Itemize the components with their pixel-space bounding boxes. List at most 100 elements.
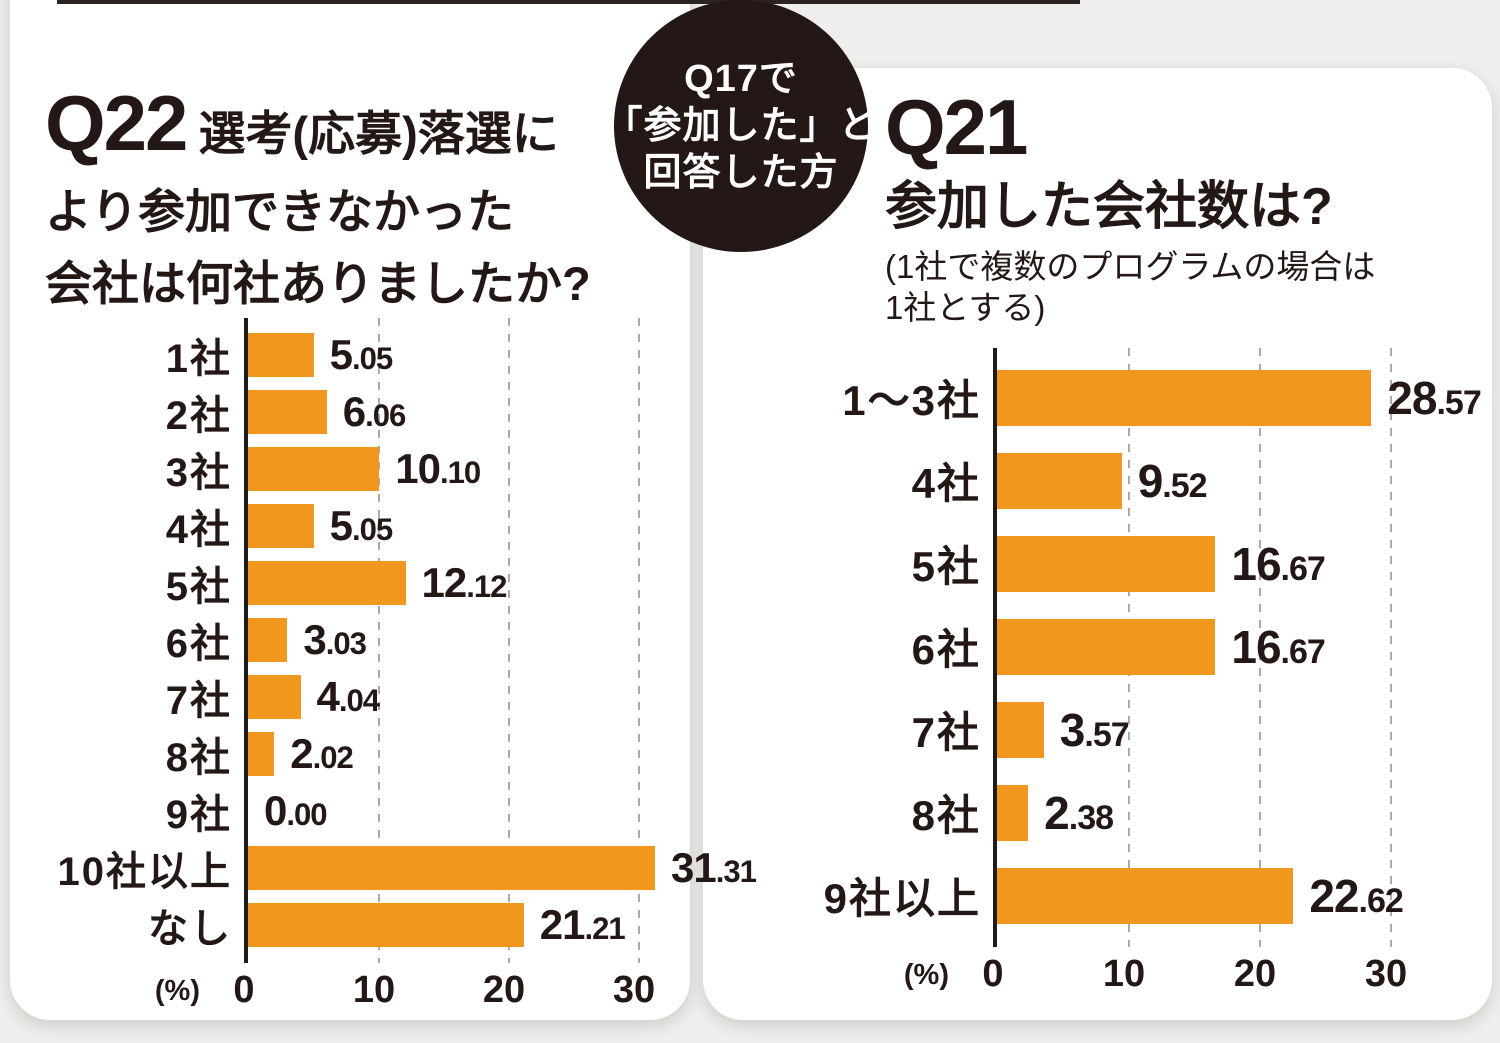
- q21-title-text: 参加した会社数は?: [885, 178, 1333, 236]
- q21-title: Q21 参加した会社数は? (1社で複数のプログラムの場合は 1社とする): [885, 88, 1485, 328]
- category-label: 6社: [165, 621, 232, 666]
- bar: [997, 701, 1044, 758]
- category-label: 2社: [165, 393, 232, 438]
- chart-row: 8社 2.38: [912, 771, 1467, 854]
- q21-question-number: Q21: [885, 83, 1028, 171]
- chart-row: 7社 4.04: [166, 668, 688, 725]
- q21-plot-area: 1〜3社 28.57 4社 9.52 5社 16.67 6社 16.67 7社 3.57 8社 2.3…: [824, 348, 1482, 947]
- bar: [248, 503, 314, 548]
- q21-bar-chart: 1〜3社 28.57 4社 9.52 5社 16.67 6社 16.67 7社 3.57 8社 2.3…: [824, 348, 1482, 1001]
- chart-row: 10社以上 31.31: [58, 839, 757, 896]
- category-label: 7社: [911, 709, 981, 756]
- q22-rows: 1社 5.05 2社 6.06 3社 10.10 4社 5.05 5社 12.12 6社 3.03 7社…: [58, 326, 757, 953]
- value-label: 2.38: [1044, 786, 1114, 839]
- category-label: 4社: [911, 460, 981, 507]
- value-label: 22.62: [1309, 869, 1403, 922]
- percent-axis-label: (%): [903, 959, 949, 991]
- q21-subtitle: 1社とする): [885, 289, 1046, 326]
- q22-bar-chart: 1社 5.05 2社 6.06 3社 10.10 4社 5.05 5社 12.12 6社 3.03 7社…: [58, 318, 757, 1017]
- bar: [248, 845, 656, 890]
- percent-axis-label: (%): [154, 975, 200, 1007]
- chart-row: 6社 16.67: [912, 605, 1467, 688]
- category-label: 8社: [911, 792, 981, 839]
- chart-row: 9社以上 22.62: [824, 854, 1467, 937]
- category-label: 9社以上: [823, 875, 981, 922]
- badge-line: 回答した方: [643, 151, 839, 194]
- category-label: 3社: [165, 450, 232, 495]
- bar: [997, 867, 1294, 924]
- badge-line: 「参加した」と: [604, 104, 878, 147]
- value-label: 3.57: [1059, 703, 1130, 756]
- gridline: [508, 318, 510, 963]
- bar: [248, 389, 327, 434]
- q22-question-number: Q22: [45, 79, 188, 167]
- category-label: 5社: [911, 543, 981, 590]
- value-label: 2.02: [290, 729, 354, 777]
- category-label: 1社: [165, 336, 232, 381]
- axis-tick-label: 10: [352, 969, 396, 1011]
- chart-row: 3社 10.10: [166, 440, 688, 497]
- category-label: 6社: [911, 626, 981, 673]
- category-label: 10社以上: [57, 849, 232, 894]
- bar: [248, 560, 406, 605]
- badge-line: Q17で: [684, 57, 798, 100]
- value-label: 16.67: [1231, 537, 1325, 590]
- bar: [248, 617, 288, 662]
- category-label: 8社: [165, 735, 232, 780]
- chart-row: 6社 3.03: [166, 611, 688, 668]
- chart-row: 8社 2.02: [166, 725, 688, 782]
- bar: [248, 902, 524, 947]
- category-label: 5社: [165, 564, 232, 609]
- bar: [997, 784, 1029, 841]
- value-label: 0.00: [264, 786, 328, 834]
- value-label: 9.52: [1137, 454, 1208, 507]
- category-label: 4社: [165, 507, 232, 552]
- bar: [248, 674, 301, 719]
- bar: [997, 535, 1216, 592]
- bar: [248, 731, 275, 776]
- chart-row: 4社 5.05: [166, 497, 688, 554]
- q21-rows: 1〜3社 28.57 4社 9.52 5社 16.67 6社 16.67 7社 3.57 8社 2.3…: [824, 356, 1482, 937]
- q17-note-badge: Q17で 「参加した」と 回答した方: [605, 0, 877, 252]
- chart-row: 1〜3社 28.57: [842, 356, 1482, 439]
- value-label: 21.21: [539, 900, 626, 948]
- gridline: [378, 318, 380, 963]
- q21-subtitle: (1社で複数のプログラムの場合は: [885, 248, 1376, 285]
- bar: [997, 369, 1372, 426]
- axis-tick-label: 0: [233, 969, 255, 1011]
- value-label: 31.31: [671, 843, 757, 891]
- chart-row: 5社 16.67: [912, 522, 1467, 605]
- category-label: 7社: [165, 678, 232, 723]
- q21-x-axis: (%) 0 10 20 30: [904, 953, 1463, 1001]
- top-banner-edge: [57, 0, 1080, 4]
- gridline: [638, 318, 640, 963]
- value-label: 28.57: [1387, 371, 1481, 424]
- value-label: 5.05: [329, 330, 394, 378]
- value-label: 6.06: [342, 387, 407, 435]
- axis-tick-label: 20: [482, 969, 526, 1011]
- q22-title: Q22 選考(応募)落選に より参加できなかった 会社は何社ありましたか?: [45, 84, 705, 320]
- axis-tick-label: 10: [1102, 953, 1146, 995]
- value-label: 4.04: [316, 672, 381, 720]
- value-label: 16.67: [1231, 620, 1325, 673]
- gridline: [1259, 348, 1261, 947]
- q22-title-text: 会社は何社ありましたか?: [45, 257, 591, 310]
- q22-title-text: 選考(応募)落選に: [198, 107, 559, 160]
- chart-row: 1社 5.05: [166, 326, 688, 383]
- value-label: 10.10: [395, 444, 481, 492]
- category-label: 1〜3社: [842, 377, 981, 424]
- axis-tick-label: 20: [1233, 953, 1277, 995]
- chart-row: 4社 9.52: [912, 439, 1467, 522]
- q22-x-axis: (%) 0 10 20 30: [155, 969, 684, 1017]
- value-label: 5.05: [329, 501, 394, 549]
- chart-row: 9社 0.00: [166, 782, 688, 839]
- value-label: 12.12: [421, 558, 508, 606]
- axis-tick-label: 30: [612, 969, 656, 1011]
- q22-title-text: より参加できなかった: [45, 185, 515, 238]
- category-label: なし: [148, 906, 232, 951]
- bar: [248, 446, 380, 491]
- chart-row: なし 21.21: [148, 896, 688, 953]
- axis-tick-label: 30: [1364, 953, 1408, 995]
- bar: [248, 332, 314, 377]
